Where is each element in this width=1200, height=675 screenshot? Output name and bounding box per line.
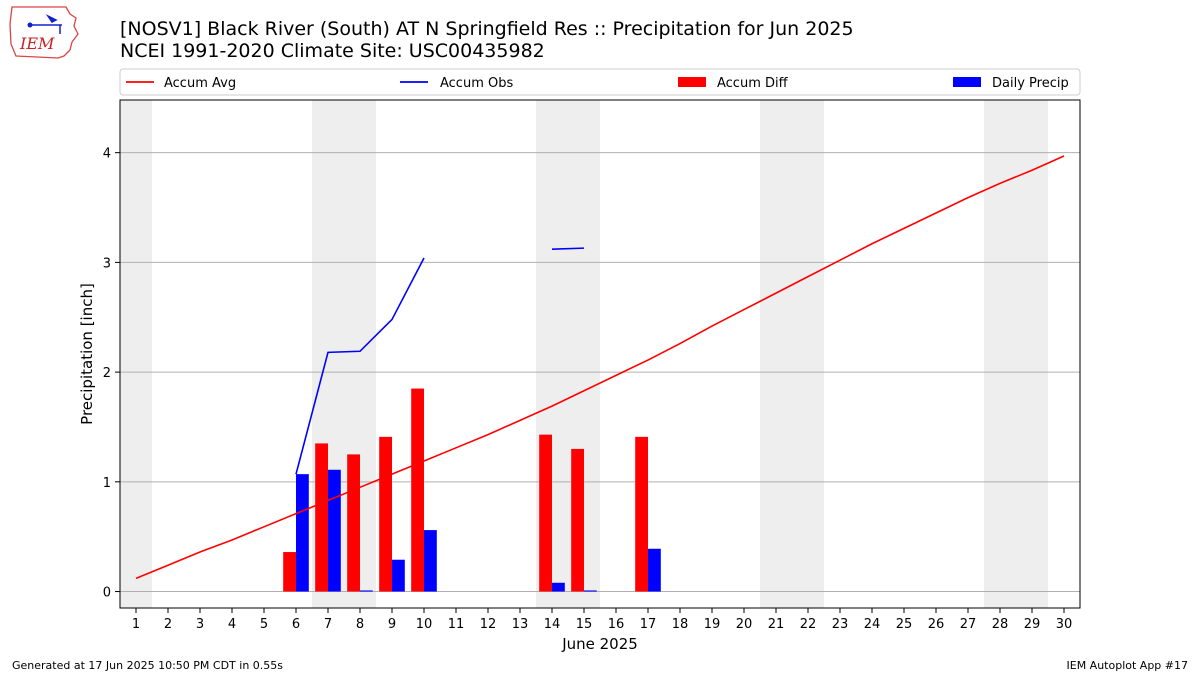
x-tick-label: 18: [672, 617, 689, 632]
x-tick-label: 9: [388, 617, 396, 632]
x-tick-label: 1: [132, 617, 140, 632]
daily-precip-bar: [424, 530, 437, 592]
weekend-shade: [760, 100, 792, 608]
y-tick-label: 2: [103, 366, 111, 381]
iowa-outline-icon: [9, 6, 79, 59]
weekend-shade: [792, 100, 824, 608]
plot-frame: [119, 99, 1081, 609]
daily-precip-bar: [552, 582, 565, 592]
accum-obs-line: [551, 247, 585, 251]
x-tick-label: 22: [800, 617, 817, 632]
x-tick-label: 12: [480, 617, 497, 632]
accum-diff-bar: [379, 436, 392, 592]
accum-diff-bar: [411, 388, 424, 592]
legend-accum-diff-swatch: [678, 77, 706, 87]
y-tick-label: 3: [103, 256, 111, 271]
y-tick-label: 0: [103, 586, 111, 601]
x-tick-label: 4: [228, 617, 236, 632]
x-tick-label: 20: [736, 617, 753, 632]
x-tick-label: 23: [832, 617, 849, 632]
x-tick-label: 25: [896, 617, 913, 632]
legend-daily-precip-label: Daily Precip: [992, 76, 1069, 91]
accum-diff-bar: [571, 448, 584, 592]
daily-precip-bar: [360, 590, 373, 592]
x-tick-label: 26: [928, 617, 945, 632]
chart-title: [NOSV1] Black River (South) AT N Springf…: [120, 18, 854, 40]
legend-box: [119, 68, 1081, 96]
daily-precip-bar: [584, 590, 597, 592]
x-tick-label: 15: [576, 617, 593, 632]
x-tick-label: 19: [704, 617, 721, 632]
logo-text: IEM: [19, 34, 55, 53]
x-tick-label: 21: [768, 617, 785, 632]
x-tick-label: 3: [196, 617, 204, 632]
y-axis-label: Precipitation [inch]: [78, 283, 96, 425]
x-tick-label: 2: [164, 617, 172, 632]
x-tick-label: 28: [992, 617, 1009, 632]
legend-accum-obs-label: Accum Obs: [440, 76, 513, 91]
station-dot-icon: [27, 22, 33, 28]
legend-accum-avg-label: Accum Avg: [164, 76, 236, 91]
app-label: IEM Autoplot App #17: [1066, 659, 1189, 672]
weekend-shade: [120, 100, 152, 608]
x-tick-label: 8: [356, 617, 364, 632]
daily-precip-bar: [296, 474, 309, 592]
daily-precip-bar: [648, 548, 661, 592]
x-axis-label: June 2025: [561, 635, 638, 653]
x-tick-label: 17: [640, 617, 657, 632]
daily-precip-bar: [328, 469, 341, 592]
x-tick-label: 24: [864, 617, 881, 632]
accum-diff-bar: [315, 443, 328, 592]
iem-logo: IEM: [9, 6, 79, 59]
weekend-shade: [984, 100, 1016, 608]
accum-obs-line: [295, 257, 425, 475]
accum-diff-bar: [539, 434, 552, 592]
accum-diff-bar: [635, 436, 648, 592]
weekend-shade: [1016, 100, 1048, 608]
wind-vane-icon: [32, 14, 62, 34]
x-tick-label: 7: [324, 617, 332, 632]
x-tick-label: 5: [260, 617, 268, 632]
x-tick-label: 27: [960, 617, 977, 632]
x-tick-label: 29: [1024, 617, 1041, 632]
chart-subtitle: NCEI 1991-2020 Climate Site: USC00435982: [120, 40, 545, 62]
y-tick-label: 4: [103, 147, 111, 162]
x-tick-label: 30: [1056, 617, 1073, 632]
x-tick-label: 6: [292, 617, 300, 632]
x-tick-label: 14: [544, 617, 561, 632]
accum-avg-line: [135, 155, 1065, 580]
legend-accum-diff-label: Accum Diff: [717, 76, 789, 91]
x-tick-label: 16: [608, 617, 625, 632]
x-tick-label: 10: [416, 617, 433, 632]
x-tick-label: 11: [448, 617, 465, 632]
daily-precip-bar: [392, 559, 405, 592]
y-tick-label: 1: [103, 476, 111, 491]
legend: Accum Avg Accum Obs Accum Diff Daily Precip: [119, 68, 1081, 96]
legend-daily-precip-swatch: [953, 77, 981, 87]
accum-diff-bar: [347, 454, 360, 592]
accum-diff-bar: [283, 552, 296, 592]
x-tick-label: 13: [512, 617, 529, 632]
generated-timestamp: Generated at 17 Jun 2025 10:50 PM CDT in…: [12, 659, 284, 672]
